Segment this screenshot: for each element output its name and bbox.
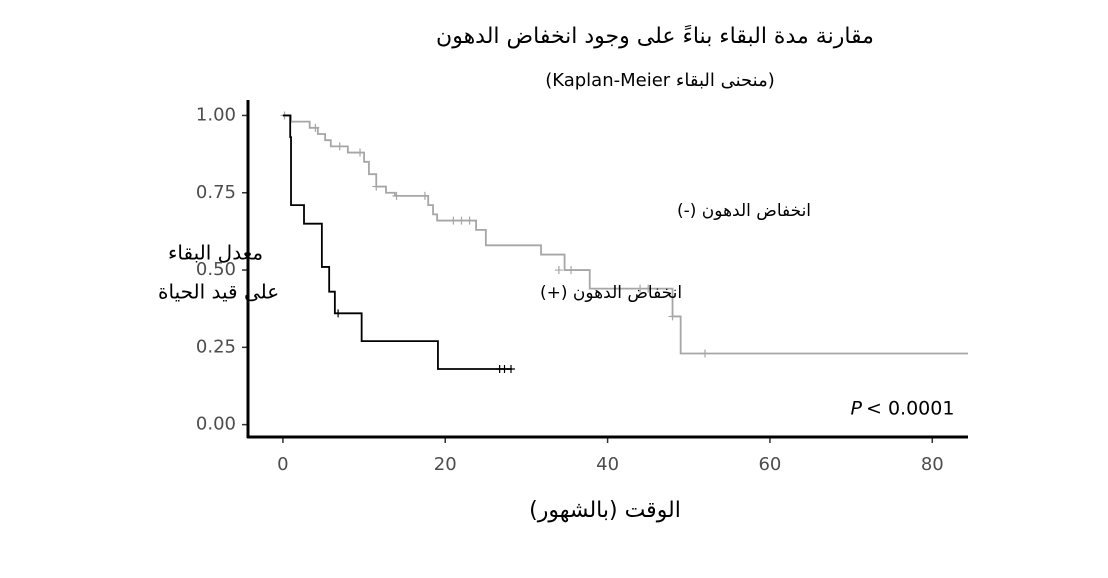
censor-mark [449, 216, 458, 225]
y-tick-label: 0.25 [196, 336, 236, 357]
censor-mark [356, 148, 365, 157]
censor-mark [420, 191, 429, 200]
censor-mark [465, 216, 474, 225]
censor-mark [392, 191, 401, 200]
censor-mark [506, 364, 515, 373]
p-value: < 0.0001 [866, 398, 954, 420]
y-tick-label: 0.50 [196, 259, 236, 280]
censor-mark [701, 349, 710, 358]
survival-curve [282, 114, 968, 355]
censor-mark [311, 123, 320, 132]
y-tick-label: 0.75 [196, 182, 236, 203]
censor-mark [554, 266, 563, 275]
survival-curve [282, 114, 512, 370]
censor-mark [334, 309, 343, 318]
y-tick-label: 0.00 [196, 414, 236, 435]
x-tick-label: 40 [596, 454, 619, 475]
y-tick-label: 1.00 [196, 104, 236, 125]
x-tick-label: 20 [434, 454, 457, 475]
x-axis-label: الوقت (بالشهور) [529, 498, 681, 523]
x-tick-label: 0 [277, 454, 288, 475]
x-tick-label: 80 [921, 454, 944, 475]
p-value: P [851, 398, 863, 420]
censor-mark [636, 284, 645, 293]
chart-subtitle: (منحنى البقاء Kaplan-Meier) [545, 70, 775, 91]
chart-title: مقارنة مدة البقاء بناءً على وجود انخفاض … [436, 24, 874, 49]
series-label: انخفاض الدهون (-) [677, 201, 811, 221]
censor-mark [668, 312, 677, 321]
censor-mark [567, 266, 576, 275]
censor-mark [644, 284, 653, 293]
censor-mark [335, 142, 344, 151]
y-axis-label: على قيد الحياة [158, 280, 279, 304]
censor-mark [457, 216, 466, 225]
x-tick-label: 60 [758, 454, 781, 475]
censor-mark [372, 182, 381, 191]
series-label: انخفاض الدهون (+) [540, 283, 682, 303]
